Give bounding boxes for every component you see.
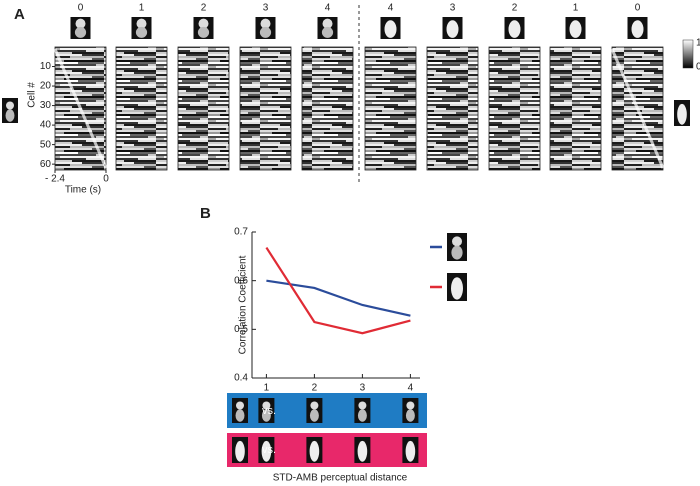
condition-label: 1 xyxy=(573,3,579,14)
stimulus-icon xyxy=(74,26,87,38)
y-tick-label: 0.4 xyxy=(234,373,248,384)
stimulus-icon xyxy=(259,26,272,38)
heatmap xyxy=(426,46,479,171)
y-tick-label: 0.7 xyxy=(234,227,248,238)
x-tick-label: 2 xyxy=(312,383,318,394)
y-tick-label: 30 xyxy=(40,100,52,111)
heatmap xyxy=(239,46,292,171)
condition-label: 0 xyxy=(78,3,84,14)
stimulus-icon xyxy=(384,20,397,38)
x-tick-label: 0 xyxy=(103,174,109,185)
stimulus-icon xyxy=(235,440,245,462)
panel-label: B xyxy=(200,205,211,222)
diagonal xyxy=(610,48,665,169)
stimulus-icon xyxy=(446,20,459,38)
stimulus-icon xyxy=(322,18,333,29)
y-tick-label: 40 xyxy=(40,120,52,131)
stimulus-icon xyxy=(406,401,415,410)
condition-label: 4 xyxy=(388,3,394,14)
stimulus-icon xyxy=(5,109,15,122)
heatmap xyxy=(364,46,417,171)
stimulus-icon xyxy=(75,18,86,29)
condition-label: 2 xyxy=(201,3,207,14)
stimulus-icon xyxy=(310,401,319,410)
colorbar-label: 0 xyxy=(696,62,700,73)
stimulus-icon xyxy=(261,440,272,462)
line-series xyxy=(265,246,411,335)
x-tick-label: 1 xyxy=(264,383,270,394)
stimulus-icon xyxy=(631,20,644,38)
heatmap xyxy=(301,46,354,171)
heatmap xyxy=(177,46,230,171)
stimulus-icon xyxy=(236,401,244,410)
comparison-strip xyxy=(227,393,427,428)
stimulus-icon xyxy=(260,18,271,29)
stimulus-icon xyxy=(452,236,462,247)
y-tick-label: 20 xyxy=(40,81,52,92)
stimulus-icon xyxy=(358,401,367,410)
colorbar-label: 1 xyxy=(696,38,700,49)
y-tick-label: 0.6 xyxy=(234,275,248,286)
x-tick-label: 3 xyxy=(360,383,366,394)
x-tick-label: 4 xyxy=(408,383,414,394)
stimulus-icon xyxy=(235,409,245,422)
x-tick-label: - 2.4 xyxy=(45,174,65,185)
stimulus-icon xyxy=(451,245,463,260)
stimulus-icon xyxy=(321,26,334,38)
stimulus-icon xyxy=(135,26,148,38)
stimulus-icon xyxy=(677,103,687,125)
condition-label: 4 xyxy=(325,3,331,14)
comparison-label: vs. xyxy=(262,444,276,456)
panel-label: A xyxy=(14,6,25,23)
comparison-strip xyxy=(227,433,427,467)
y-axis-label: Cell # xyxy=(27,82,38,108)
x-axis-label: STD-AMB perceptual distance xyxy=(273,473,408,484)
y-tick-label: 10 xyxy=(40,61,52,72)
y-tick-label: 50 xyxy=(40,139,52,150)
condition-label: 3 xyxy=(263,3,269,14)
y-tick-label: 60 xyxy=(40,159,52,170)
x-axis-label: Time (s) xyxy=(65,185,101,196)
stimulus-icon xyxy=(569,20,582,38)
stimulus-icon xyxy=(405,440,416,462)
stimulus-icon xyxy=(197,26,210,38)
stimulus-icon xyxy=(261,409,271,422)
condition-label: 3 xyxy=(450,3,456,14)
comparison-label: vs. xyxy=(262,405,276,417)
line-series xyxy=(266,279,411,317)
y-axis-label: Correlation Coefficient xyxy=(238,255,249,354)
diagonal xyxy=(53,48,108,169)
stimulus-icon xyxy=(136,18,147,29)
y-tick-label: 0.5 xyxy=(234,324,248,335)
stimulus-icon xyxy=(6,101,14,110)
stimulus-icon xyxy=(309,440,320,462)
stimulus-icon xyxy=(309,409,319,422)
heatmap xyxy=(115,46,168,171)
colorbar xyxy=(682,39,694,69)
stimulus-icon xyxy=(357,409,367,422)
stimulus-icon xyxy=(451,277,463,300)
heatmap xyxy=(488,46,541,171)
condition-label: 2 xyxy=(512,3,518,14)
stimulus-icon xyxy=(262,401,271,410)
condition-label: 0 xyxy=(635,3,641,14)
stimulus-icon xyxy=(198,18,209,29)
stimulus-icon xyxy=(357,440,368,462)
stimulus-icon xyxy=(508,20,521,38)
stimulus-icon xyxy=(405,409,415,422)
condition-label: 1 xyxy=(139,3,145,14)
heatmap xyxy=(549,46,602,171)
